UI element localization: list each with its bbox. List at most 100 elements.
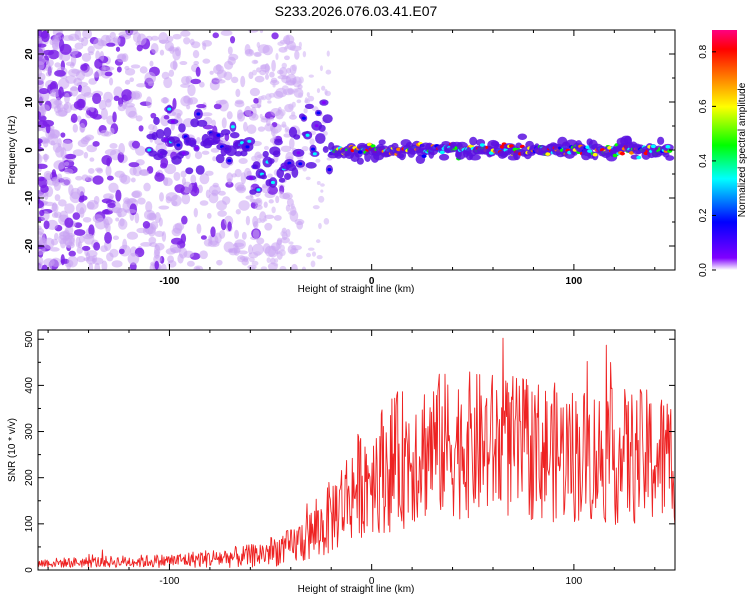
noise-blob bbox=[320, 189, 324, 193]
noise-blob bbox=[55, 97, 62, 109]
noise-blob bbox=[163, 115, 170, 120]
ridge-blob bbox=[190, 118, 200, 128]
colorbar: 0.0 0.2 0.4 0.6 0.8 Normalized spectral ampl… bbox=[698, 30, 748, 277]
noise-blob bbox=[68, 184, 74, 196]
noise-blob bbox=[165, 196, 172, 204]
noise-blob bbox=[303, 107, 308, 114]
noise-blob bbox=[145, 96, 153, 109]
noise-blob bbox=[244, 48, 255, 57]
noise-blob bbox=[267, 245, 279, 258]
noise-blob bbox=[312, 205, 320, 210]
noise-blob bbox=[203, 238, 213, 247]
noise-blob bbox=[115, 46, 121, 52]
noise-blob bbox=[50, 88, 61, 98]
ridge-blob bbox=[215, 154, 225, 164]
noise-blob bbox=[93, 242, 101, 251]
noise-blob bbox=[222, 196, 231, 205]
noise-blob bbox=[43, 138, 51, 144]
noise-blob bbox=[109, 127, 115, 135]
snr-y-ticks: 0 100 200 300 400 500 bbox=[24, 330, 675, 573]
ridge-blob bbox=[189, 139, 197, 148]
ridge-core bbox=[636, 155, 642, 160]
ridge-core bbox=[147, 148, 152, 152]
noise-blob bbox=[280, 145, 292, 153]
noise-blob bbox=[92, 140, 100, 147]
noise-blob bbox=[130, 64, 141, 69]
noise-blob bbox=[117, 152, 125, 163]
noise-blob bbox=[245, 195, 254, 200]
y-tick-label: 0 bbox=[24, 147, 35, 153]
noise-blob bbox=[249, 198, 256, 203]
ridge-blob bbox=[293, 134, 301, 140]
noise-blob bbox=[88, 224, 95, 237]
noise-blob bbox=[143, 182, 151, 192]
noise-blob bbox=[135, 115, 143, 122]
snr-frame bbox=[37, 329, 676, 571]
noise-blob bbox=[91, 257, 104, 265]
noise-blob bbox=[223, 60, 234, 70]
noise-blob bbox=[134, 212, 140, 224]
noise-blob bbox=[96, 168, 104, 174]
noise-blob bbox=[154, 172, 165, 182]
noise-blob bbox=[82, 216, 92, 223]
noise-blob bbox=[105, 165, 112, 177]
noise-blob bbox=[103, 209, 110, 215]
noise-blob bbox=[38, 152, 41, 164]
noise-blob bbox=[298, 92, 304, 98]
noise-blob bbox=[190, 174, 197, 184]
noise-blob bbox=[307, 247, 315, 251]
ridge-core bbox=[545, 152, 551, 156]
noise-blob bbox=[117, 104, 127, 112]
noise-blob bbox=[129, 77, 135, 83]
ridge-core bbox=[321, 100, 326, 105]
noise-blob bbox=[302, 165, 308, 172]
ridge-core bbox=[357, 150, 363, 154]
ridge-blob bbox=[274, 138, 283, 146]
noise-blob bbox=[54, 232, 59, 241]
noise-blob bbox=[124, 68, 136, 76]
noise-blob bbox=[288, 241, 294, 245]
noise-blob bbox=[70, 113, 78, 123]
noise-blob bbox=[64, 92, 70, 104]
noise-blob bbox=[266, 246, 270, 253]
noise-blob bbox=[38, 43, 47, 48]
noise-blob bbox=[69, 86, 79, 91]
noise-blob bbox=[284, 45, 290, 50]
noise-blob bbox=[120, 174, 131, 185]
noise-blob bbox=[236, 184, 247, 194]
noise-blob bbox=[235, 208, 241, 215]
noise-blob bbox=[200, 235, 207, 240]
noise-blob bbox=[136, 44, 143, 52]
noise-blob bbox=[51, 169, 57, 178]
noise-blob bbox=[201, 150, 210, 155]
ridge-blob bbox=[318, 124, 326, 132]
noise-blob bbox=[219, 229, 226, 239]
noise-blob bbox=[253, 97, 259, 104]
noise-blob bbox=[52, 202, 58, 212]
noise-blob bbox=[186, 104, 191, 110]
noise-blob bbox=[38, 138, 43, 145]
noise-blob bbox=[80, 64, 88, 71]
noise-blob bbox=[145, 201, 153, 213]
y-tick-label: 100 bbox=[24, 515, 35, 532]
noise-blob bbox=[191, 41, 201, 49]
spectrogram-x-axis-title: Height of straight line (km) bbox=[298, 284, 415, 295]
noise-blob bbox=[290, 203, 295, 210]
noise-blob bbox=[238, 158, 248, 165]
noise-blob bbox=[76, 115, 82, 122]
noise-blob bbox=[264, 222, 273, 231]
noise-blob bbox=[63, 168, 74, 175]
noise-blob bbox=[294, 50, 300, 60]
noise-blob bbox=[284, 126, 290, 131]
noise-blob bbox=[142, 221, 151, 229]
noise-blob bbox=[45, 123, 51, 134]
noise-blob bbox=[260, 64, 267, 70]
noise-blob bbox=[248, 256, 255, 263]
x-tick-label: 0 bbox=[369, 276, 375, 287]
snr-x-axis-title: Height of straight line (km) bbox=[298, 584, 415, 595]
noise-blob bbox=[158, 217, 163, 227]
noise-blob bbox=[277, 93, 284, 98]
noise-blob bbox=[213, 103, 222, 110]
noise-blob bbox=[92, 175, 104, 185]
noise-blob bbox=[163, 77, 173, 89]
